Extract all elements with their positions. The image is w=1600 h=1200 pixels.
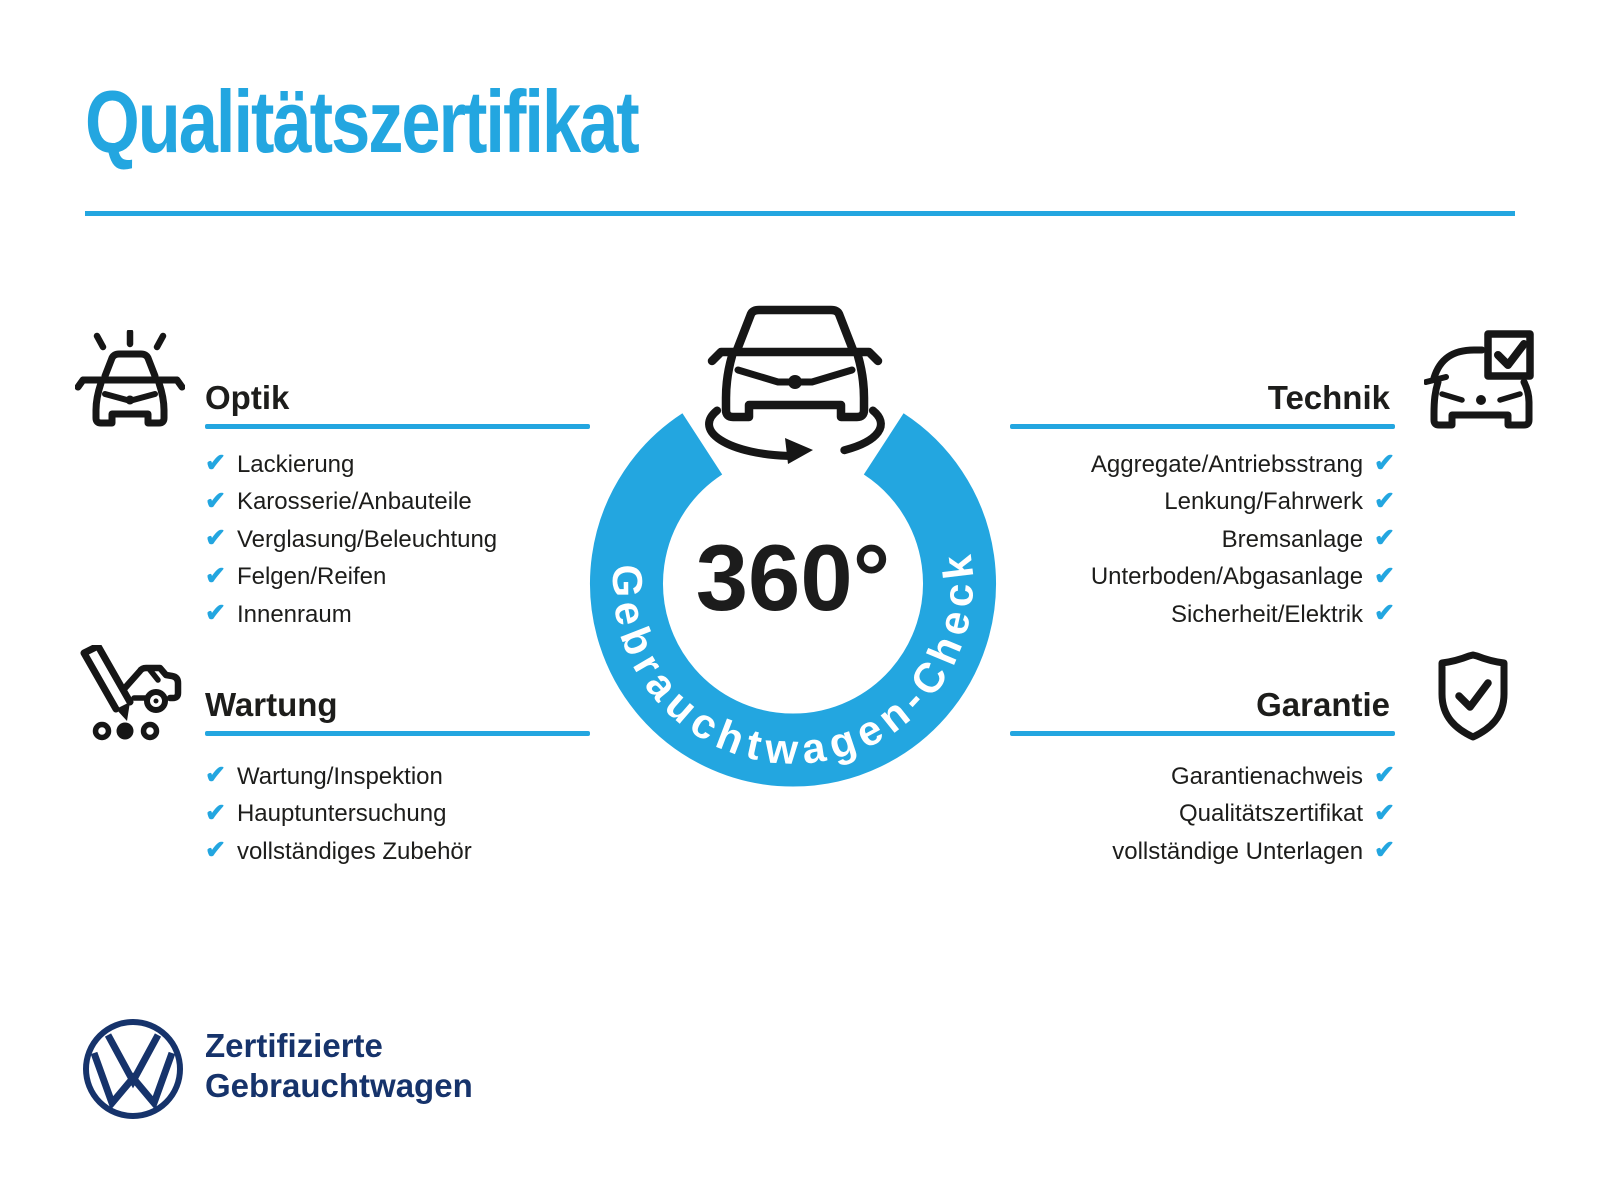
section-heading-wartung: Wartung bbox=[205, 686, 338, 723]
list-item: Sicherheit/Elektrik ✔ bbox=[1170, 599, 1395, 628]
check-icon: ✔ bbox=[205, 798, 226, 827]
section-heading-garantie: Garantie bbox=[1256, 686, 1390, 723]
optik-underline bbox=[205, 424, 590, 429]
pencil-car-icon bbox=[72, 645, 182, 745]
technik-underline bbox=[1010, 424, 1395, 429]
list-item: Garantienachweis ✔ bbox=[1170, 761, 1395, 790]
list-item: Unterboden/Abgasanlage ✔ bbox=[1090, 561, 1395, 591]
check-icon: ✔ bbox=[205, 761, 226, 790]
list-item: ✔ Innenraum bbox=[205, 599, 352, 628]
check-icon: ✔ bbox=[205, 836, 226, 865]
car-rotate-icon bbox=[705, 305, 885, 464]
check-icon: ✔ bbox=[1374, 836, 1395, 865]
check-icon: ✔ bbox=[1374, 561, 1395, 590]
check-icon: ✔ bbox=[1374, 599, 1395, 628]
page-title: Qualitätszertifikat bbox=[85, 72, 640, 171]
list-item: ✔ Lackierung bbox=[205, 449, 355, 478]
shield-check-icon bbox=[1432, 650, 1514, 742]
wartung-checklist: ✔ Wartung/Inspektion ✔ Hauptuntersuchung ✔… bbox=[205, 758, 472, 871]
section-heading-technik: Technik bbox=[1267, 379, 1390, 416]
list-item: ✔ Felgen/Reifen bbox=[205, 561, 387, 591]
list-item: ✔ vollständiges Zubehör bbox=[205, 836, 472, 865]
car-shine-icon bbox=[75, 330, 185, 430]
car-checkbox-icon bbox=[1424, 330, 1536, 432]
check-icon: ✔ bbox=[1374, 486, 1395, 515]
check-icon: ✔ bbox=[205, 561, 226, 590]
list-item: ✔ Verglasung/Beleuchtung bbox=[205, 524, 498, 553]
blue-ring bbox=[590, 413, 996, 787]
brand-claim-line1: Zertifizierte bbox=[205, 1027, 383, 1064]
check-icon: ✔ bbox=[1374, 449, 1395, 478]
vw-logo bbox=[80, 1016, 186, 1122]
header-divider bbox=[85, 211, 1515, 216]
optik-checklist: ✔ Lackierung ✔ Karosserie/Anbauteile ✔ Verg… bbox=[205, 446, 497, 634]
check-icon: ✔ bbox=[205, 449, 226, 478]
section-heading-optik: Optik bbox=[205, 379, 290, 416]
garantie-checklist: Garantienachweis ✔ Qualitätszertifikat ✔ v… bbox=[1112, 758, 1395, 871]
brand-claim-line2: Gebrauchtwagen bbox=[205, 1067, 473, 1104]
check-icon: ✔ bbox=[205, 599, 226, 628]
check-icon: ✔ bbox=[1374, 524, 1395, 553]
list-item: Bremsanlage ✔ bbox=[1221, 524, 1395, 553]
list-item: ✔ Hauptuntersuchung bbox=[205, 798, 447, 828]
list-item: Lenkung/Fahrwerk ✔ bbox=[1164, 486, 1395, 516]
degree-label: 360° bbox=[696, 525, 890, 630]
technik-checklist: Aggregate/Antriebsstrang ✔ Lenkung/Fahrwe… bbox=[1091, 446, 1395, 634]
garantie-underline bbox=[1010, 731, 1395, 736]
brand-claim: Zertifizierte Gebrauchtwagen bbox=[205, 1026, 473, 1106]
check-icon: ✔ bbox=[1374, 761, 1395, 790]
check-icon: ✔ bbox=[1374, 798, 1395, 827]
check-icon: ✔ bbox=[205, 524, 226, 553]
list-item: ✔ Karosserie/Anbauteile bbox=[205, 486, 472, 516]
list-item: ✔ Wartung/Inspektion bbox=[205, 761, 443, 790]
list-item: Qualitätszertifikat ✔ bbox=[1178, 798, 1395, 828]
360-degree-badge: Gebrauchtwagen-Check 360° bbox=[583, 295, 1003, 792]
wartung-underline bbox=[205, 731, 590, 736]
check-icon: ✔ bbox=[205, 486, 226, 515]
list-item: vollständige Unterlagen ✔ bbox=[1112, 836, 1395, 865]
list-item: Aggregate/Antriebsstrang ✔ bbox=[1090, 449, 1395, 478]
